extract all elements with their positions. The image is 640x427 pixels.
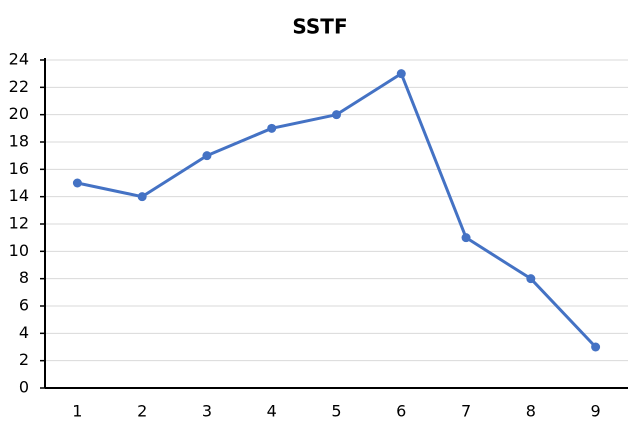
- y-tick-label: 22: [9, 77, 29, 96]
- y-tick-label: 14: [9, 186, 29, 205]
- y-tick-label: 2: [19, 350, 29, 369]
- x-tick-label: 1: [72, 402, 82, 421]
- x-tick-label: 9: [591, 402, 601, 421]
- marker: [332, 110, 341, 120]
- marker: [396, 69, 406, 79]
- y-tick-label: 16: [9, 159, 29, 178]
- x-tick-label: 2: [137, 402, 147, 421]
- x-tick-label: 6: [396, 402, 406, 421]
- y-tick-label: 18: [9, 132, 29, 151]
- marker: [461, 233, 471, 243]
- y-tick-label: 4: [19, 323, 29, 342]
- marker: [202, 151, 212, 161]
- y-tick-label: 0: [19, 378, 29, 397]
- y-tick-label: 6: [19, 296, 29, 315]
- x-tick-label: 7: [461, 402, 471, 421]
- y-tick-label: 12: [9, 214, 29, 233]
- marker: [591, 342, 601, 352]
- x-tick-label: 4: [267, 402, 277, 421]
- x-tick-label: 5: [331, 402, 341, 421]
- y-tick-label: 10: [9, 241, 29, 260]
- x-tick-label: 3: [202, 402, 212, 421]
- marker: [72, 178, 82, 188]
- marker: [267, 123, 277, 133]
- y-tick-label: 24: [9, 50, 29, 69]
- chart-title: SSTF: [292, 15, 347, 39]
- marker: [137, 192, 147, 202]
- y-tick-label: 20: [9, 104, 29, 123]
- x-tick-label: 8: [526, 402, 536, 421]
- marker: [526, 274, 536, 284]
- y-tick-label: 8: [19, 268, 29, 287]
